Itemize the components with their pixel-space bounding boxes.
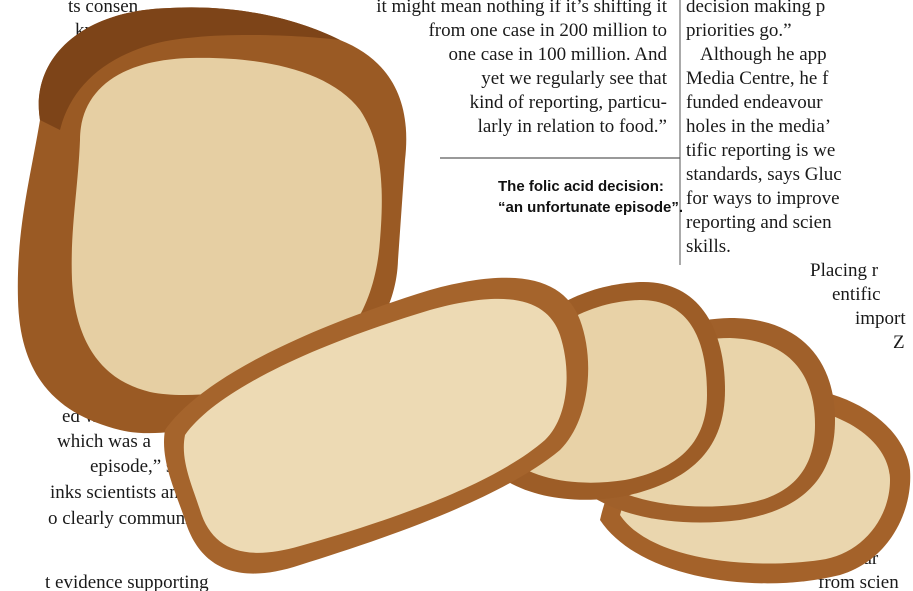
text-line: Placing r [810, 260, 879, 281]
text-line: for ways to improve [686, 188, 840, 209]
text-line: it might mean nothing if it’s shifting i… [376, 0, 668, 17]
text-line: yet we regularly see that [481, 68, 667, 89]
pull-quote: “an unfortunate episode”. [498, 199, 683, 216]
text-line: priorities go.” [686, 20, 792, 41]
text-line: Z [893, 332, 905, 353]
text-line: which was a [57, 431, 151, 452]
text-line: t evidence supporting [45, 572, 209, 591]
text-line: entific [832, 284, 881, 305]
text-line: reporting and scien [686, 212, 832, 233]
text-line: skills. [686, 236, 731, 257]
slice-crumb [183, 298, 567, 553]
text-line: Media Centre, he f [686, 68, 829, 89]
text-line: inks scientists and [50, 482, 189, 503]
bread-image [17, 7, 911, 584]
loaf-top [38, 7, 340, 130]
text-line: o clearly communi- [48, 508, 197, 529]
text-line: one case in 100 million. And [449, 44, 668, 65]
article-text: ts consenkman,theofv-onoteeasckselvesed … [45, 0, 906, 591]
text-line: larly in relation to food.” [478, 116, 667, 137]
text-line: from one case in 200 million to [428, 20, 667, 41]
pull-quote: The folic acid decision: [498, 178, 664, 195]
text-line: funded endeavour [686, 92, 823, 113]
loaf-crumb [71, 57, 382, 396]
text-line: decision making p [686, 0, 825, 17]
text-line: ts consen [68, 0, 139, 17]
text-line: from scien [818, 572, 899, 591]
text-line: standards, says Gluc [686, 164, 842, 185]
text-line: tific reporting is we [686, 140, 835, 161]
text-line: holes in the media’ [686, 116, 831, 137]
text-line: kind of reporting, particu- [470, 92, 667, 113]
text-line: import [855, 308, 906, 329]
text-line: Although he app [700, 44, 827, 65]
